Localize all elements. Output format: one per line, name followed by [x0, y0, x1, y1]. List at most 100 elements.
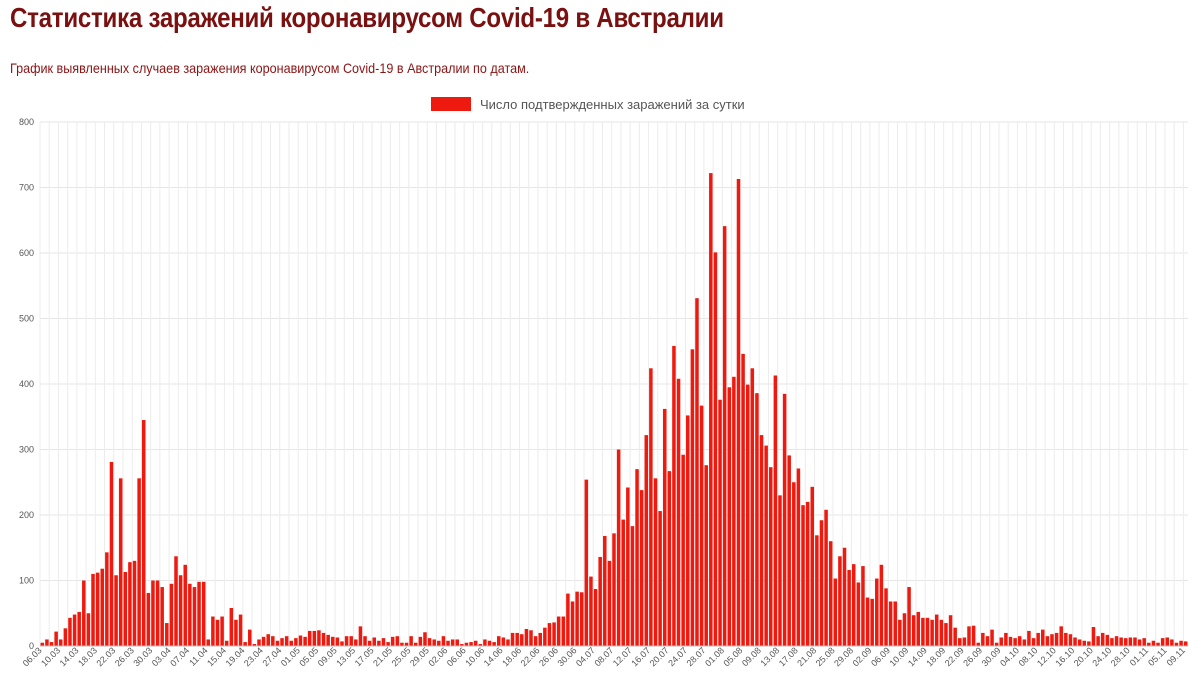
- bar: [709, 173, 713, 646]
- bar: [566, 593, 570, 646]
- x-tick-label: 29.05: [408, 645, 431, 668]
- bar: [686, 415, 690, 646]
- x-tick-label: 17.05: [353, 645, 376, 668]
- bar: [243, 642, 247, 646]
- bar: [662, 408, 667, 646]
- bar: [916, 611, 921, 646]
- x-tick-label: 10.03: [39, 645, 62, 668]
- x-tick-label: 30.03: [131, 645, 154, 668]
- x-tick-label: 01.08: [703, 645, 726, 668]
- bar: [1100, 632, 1105, 646]
- bar: [45, 639, 49, 646]
- bar: [741, 353, 745, 646]
- bar: [506, 639, 510, 646]
- bar: [851, 564, 856, 646]
- x-tick-label: 05.05: [297, 645, 320, 668]
- bar: [552, 622, 556, 646]
- bar: [165, 623, 169, 646]
- bar: [884, 588, 888, 646]
- bar: [335, 637, 340, 646]
- x-tick-label: 29.08: [832, 645, 855, 668]
- bar: [1027, 630, 1031, 646]
- bar: [294, 638, 298, 646]
- bar: [248, 629, 252, 646]
- x-tick-label: 15.04: [205, 645, 228, 668]
- bar: [1045, 636, 1050, 646]
- x-tick-label: 25.05: [390, 645, 413, 668]
- bar: [838, 556, 842, 646]
- bar: [188, 583, 192, 646]
- bar: [109, 461, 114, 646]
- x-tick-label: 09.05: [316, 645, 339, 668]
- bar: [971, 625, 976, 646]
- bar: [229, 608, 234, 646]
- x-tick-label: 24.10: [1090, 645, 1113, 668]
- bar: [1147, 642, 1151, 646]
- bar: [939, 619, 944, 646]
- bar: [847, 570, 851, 646]
- bar: [238, 614, 243, 646]
- bar: [644, 435, 649, 646]
- bar: [833, 578, 838, 646]
- bar: [132, 560, 137, 646]
- bar: [211, 616, 215, 646]
- bar: [496, 636, 501, 646]
- bar: [363, 636, 367, 646]
- bar: [155, 580, 160, 646]
- bar: [755, 393, 759, 646]
- y-tick-label: 100: [19, 576, 34, 586]
- x-tick-label: 10.06: [463, 645, 486, 668]
- x-tick-label: 22.03: [94, 645, 117, 668]
- bar: [1073, 637, 1077, 646]
- bar: [1156, 642, 1160, 646]
- bar: [492, 642, 496, 646]
- bar: [395, 636, 400, 646]
- bar: [114, 575, 118, 646]
- bar: [787, 455, 791, 646]
- bar: [911, 615, 916, 646]
- bar: [805, 501, 810, 646]
- bar: [68, 617, 72, 646]
- bar: [483, 639, 487, 646]
- x-tick-label: 04.07: [574, 645, 597, 668]
- bar: [990, 629, 994, 646]
- bar: [1064, 632, 1068, 646]
- y-tick-label: 500: [19, 314, 34, 324]
- x-tick-label: 30.06: [556, 645, 579, 668]
- bar: [381, 638, 386, 646]
- bar: [801, 505, 805, 646]
- x-tick-label: 04.10: [998, 645, 1021, 668]
- bar: [773, 375, 778, 646]
- bar: [718, 399, 722, 646]
- bar: [257, 639, 261, 646]
- bar: [441, 636, 446, 646]
- bar: [925, 617, 930, 646]
- bar: [469, 642, 473, 646]
- bar: [1137, 639, 1142, 646]
- bar: [658, 511, 662, 646]
- bar: [95, 572, 100, 646]
- x-tick-label: 03.04: [150, 645, 173, 668]
- x-tick-label: 11.04: [187, 645, 210, 668]
- bar: [510, 632, 515, 646]
- bar: [501, 637, 506, 646]
- bar: [1183, 641, 1188, 646]
- bar: [603, 535, 607, 646]
- bar: [819, 520, 824, 646]
- bar: [944, 623, 948, 646]
- chart-legend[interactable]: Число подтвержденных заражений за сутки: [431, 97, 745, 112]
- grid-lines: [39, 121, 1188, 647]
- x-tick-label: 13.08: [758, 645, 781, 668]
- bar: [91, 573, 95, 646]
- x-tick-label: 17.08: [777, 645, 800, 668]
- bar: [377, 640, 381, 646]
- bar: [437, 640, 441, 646]
- bar: [354, 639, 358, 646]
- x-tick-label: 28.10: [1109, 645, 1132, 668]
- bar: [764, 445, 768, 646]
- bar: [898, 619, 902, 646]
- bar: [271, 636, 275, 646]
- y-tick-label: 700: [19, 183, 34, 193]
- y-axis: 0 100 200 300 400 500 600 700 800: [19, 117, 34, 651]
- bar: [533, 636, 538, 646]
